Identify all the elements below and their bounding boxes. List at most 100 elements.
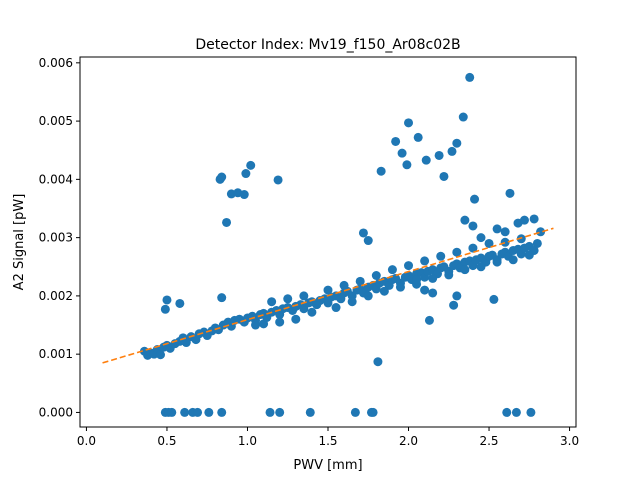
y-tick-label: 0.005 <box>39 114 73 128</box>
data-point <box>246 160 256 170</box>
data-point <box>167 407 177 417</box>
data-point <box>379 286 389 296</box>
data-point <box>428 273 438 283</box>
data-point <box>222 217 232 227</box>
y-tick-label: 0.001 <box>39 347 73 361</box>
data-point <box>180 407 190 417</box>
data-point <box>217 293 227 303</box>
data-point <box>217 407 227 417</box>
y-tick-label: 0.002 <box>39 289 73 303</box>
data-point <box>511 407 521 417</box>
data-point <box>470 194 480 204</box>
data-point <box>468 243 478 253</box>
data-point <box>217 172 227 182</box>
data-point <box>519 215 529 225</box>
x-tick-label: 0.0 <box>77 434 96 448</box>
data-point <box>421 155 431 165</box>
data-point <box>434 150 444 160</box>
data-point <box>436 251 446 261</box>
data-point <box>156 350 166 360</box>
data-point <box>259 319 269 329</box>
data-point <box>428 288 438 298</box>
x-tick-label: 1.5 <box>318 434 337 448</box>
data-point <box>412 275 422 285</box>
data-point <box>371 271 381 281</box>
x-tick-label: 2.0 <box>399 434 418 448</box>
data-point <box>305 407 315 417</box>
data-point <box>529 214 539 224</box>
x-tick-label: 0.5 <box>157 434 176 448</box>
data-point <box>363 236 373 246</box>
data-point <box>536 227 546 237</box>
data-point <box>413 132 423 142</box>
data-point <box>395 282 405 292</box>
data-point <box>368 407 378 417</box>
data-point <box>476 233 486 243</box>
data-point <box>347 297 357 307</box>
data-point <box>239 190 249 200</box>
data-point <box>532 238 542 248</box>
data-point <box>508 255 518 265</box>
data-point <box>331 303 341 313</box>
data-point <box>452 247 462 257</box>
x-tick-label: 2.5 <box>479 434 498 448</box>
data-point <box>452 291 462 301</box>
y-axis-label: A2 Signal [pW] <box>12 194 27 291</box>
data-point <box>492 224 502 234</box>
data-point <box>524 250 534 260</box>
data-point <box>468 221 478 231</box>
data-point <box>275 317 285 327</box>
data-point <box>444 270 454 280</box>
data-point <box>452 138 462 148</box>
data-point <box>505 188 515 198</box>
data-point <box>162 295 172 305</box>
y-tick-label: 0.003 <box>39 231 73 245</box>
plot-area <box>102 72 554 417</box>
data-point <box>275 407 285 417</box>
data-point <box>439 171 449 181</box>
data-point <box>267 297 277 307</box>
data-point <box>273 175 283 185</box>
data-point <box>420 256 430 266</box>
data-point <box>291 314 301 324</box>
data-point <box>265 407 275 417</box>
x-tick-label: 3.0 <box>560 434 579 448</box>
data-point <box>460 265 470 275</box>
points-layer <box>139 72 546 417</box>
data-point <box>299 291 309 301</box>
data-point <box>204 407 214 417</box>
data-point <box>502 407 512 417</box>
data-point <box>363 291 373 301</box>
fit-line <box>102 227 554 364</box>
data-point <box>251 320 261 330</box>
data-point <box>376 166 386 176</box>
data-point <box>500 237 510 247</box>
y-tick-label: 0.004 <box>39 172 73 186</box>
data-point <box>387 265 397 275</box>
data-point <box>404 118 414 128</box>
data-point <box>283 294 293 304</box>
data-point <box>460 215 470 225</box>
data-point <box>160 304 170 314</box>
data-point <box>373 357 383 367</box>
data-point <box>241 169 251 179</box>
data-point <box>500 227 510 237</box>
data-point <box>402 160 412 170</box>
data-point <box>484 238 494 248</box>
data-point <box>323 285 333 295</box>
data-point <box>447 146 457 156</box>
data-point <box>516 234 526 244</box>
x-axis-label: PWV [mm] <box>293 458 362 473</box>
x-axis: 0.0 0.5 1.0 1.5 2.0 2.5 3.0 <box>77 427 579 448</box>
y-tick-label: 0.000 <box>39 405 73 419</box>
y-axis: 0.000 0.001 0.002 0.003 0.004 0.005 0.006 <box>39 56 80 419</box>
data-point <box>458 112 468 122</box>
data-point <box>526 407 536 417</box>
data-point <box>489 294 499 304</box>
data-point <box>193 407 203 417</box>
data-point <box>449 300 459 310</box>
data-point <box>492 257 502 267</box>
fit-line-layer <box>102 227 554 364</box>
data-point <box>465 72 475 82</box>
